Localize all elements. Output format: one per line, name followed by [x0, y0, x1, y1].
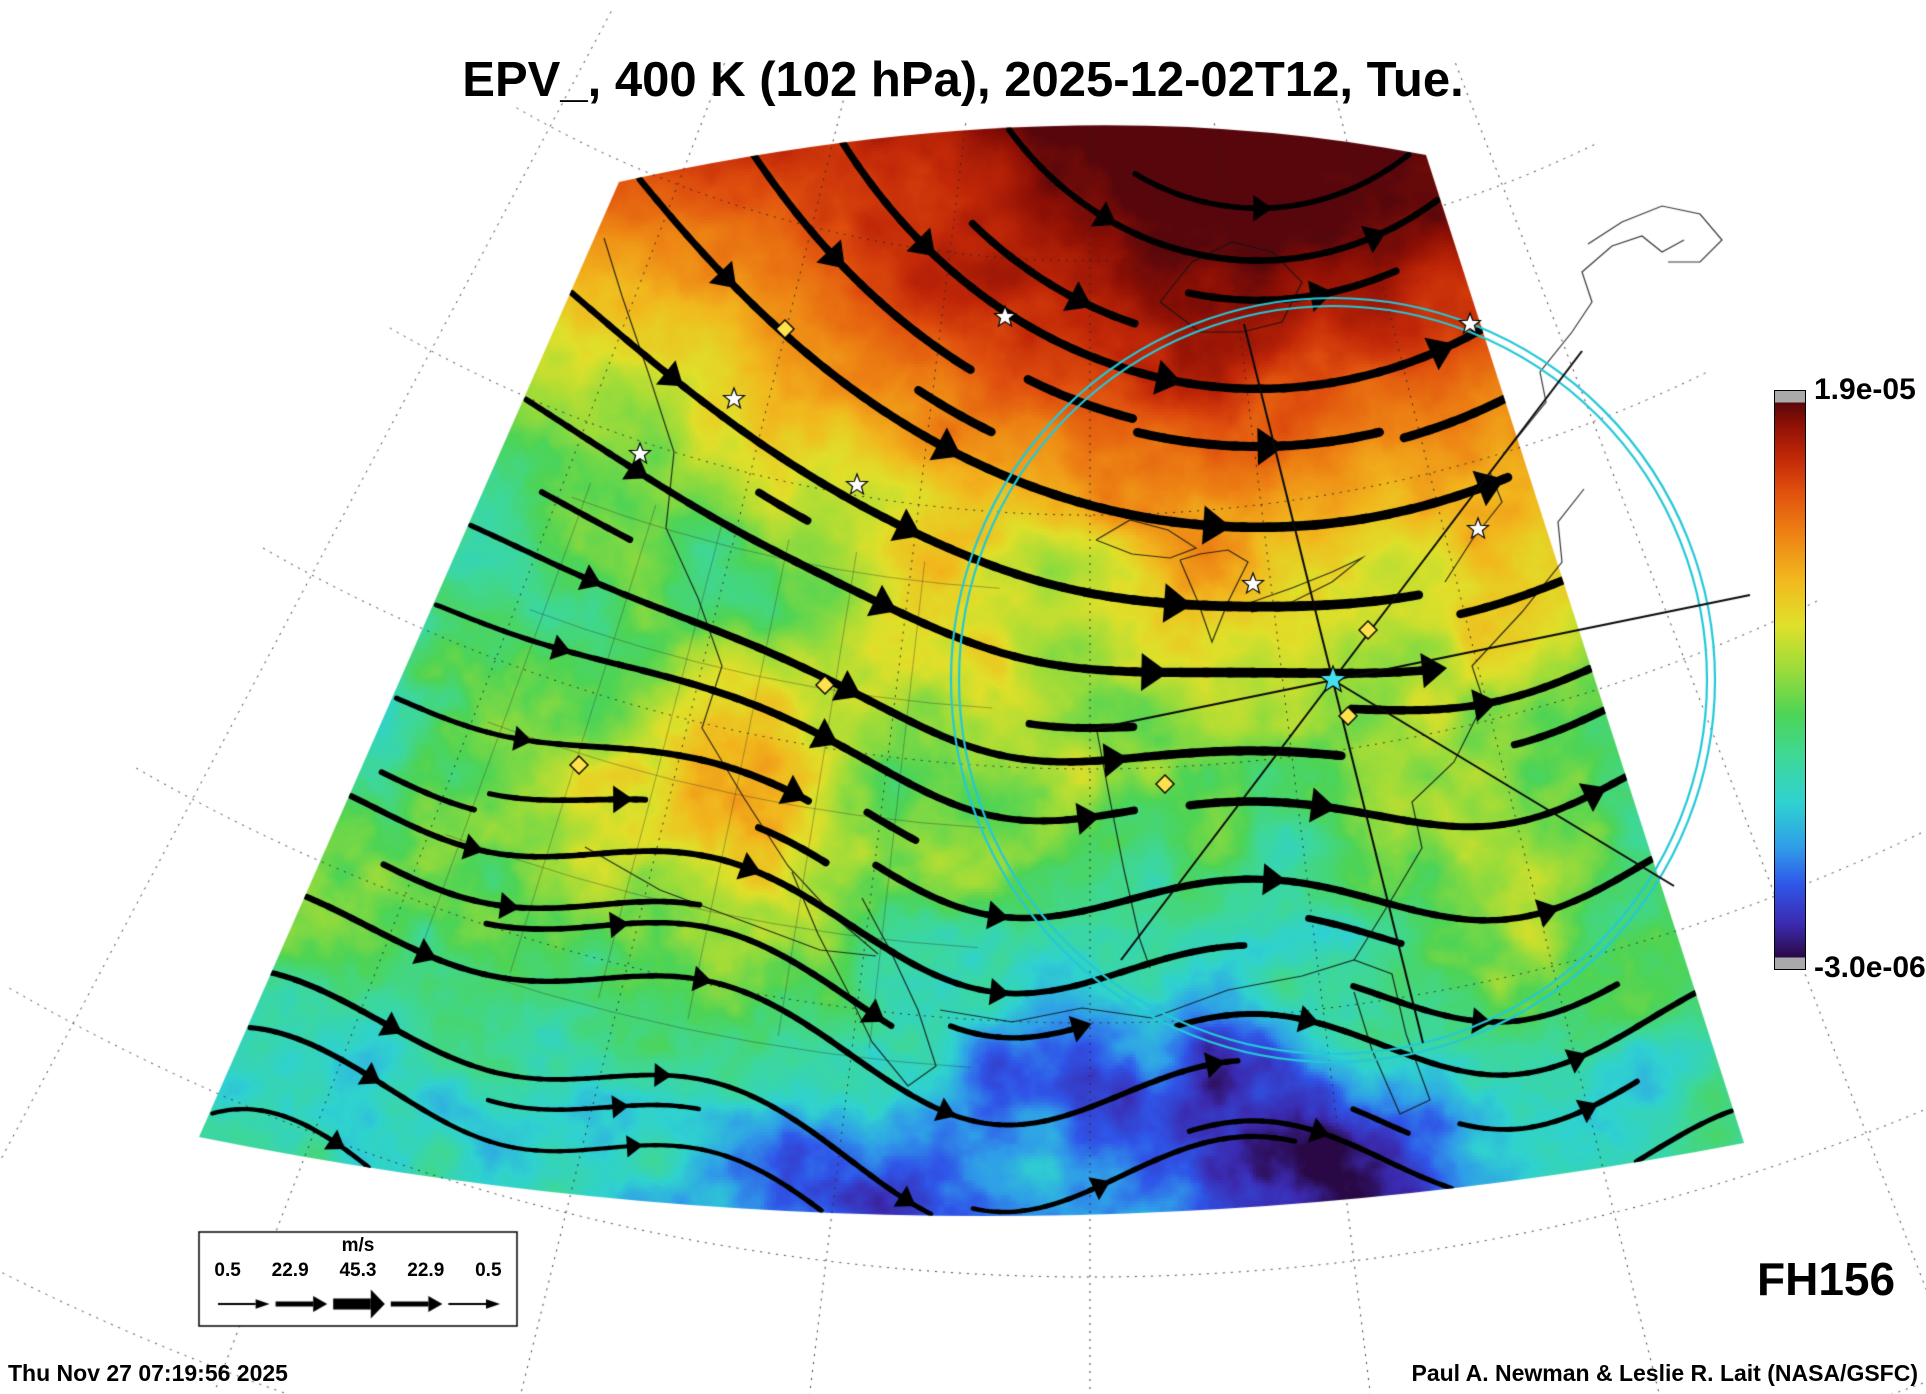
wind-speed-legend: m/s 0.5 22.9 45.3 22.9 0.5: [199, 1232, 517, 1326]
wind-speed-value: 22.9: [407, 1260, 445, 1281]
chart-title: EPV_, 400 K (102 hPa), 2025-12-02T12, Tu…: [462, 53, 1464, 107]
credit-line: Paul A. Newman & Leslie R. Lait (NASA/GS…: [1411, 1360, 1918, 1386]
wind-legend-units: m/s: [341, 1235, 375, 1256]
wind-speed-value: 22.9: [271, 1260, 309, 1281]
wind-speed-value: 0.5: [214, 1260, 241, 1281]
wind-speed-value: 45.3: [339, 1260, 377, 1281]
generation-timestamp: Thu Nov 27 07:19:56 2025: [8, 1360, 288, 1386]
forecast-hour-label: FH156: [1757, 1253, 1896, 1305]
colorbar-min-label: -3.0e-06: [1814, 951, 1926, 984]
wind-legend-values: 0.5 22.9 45.3 22.9 0.5: [199, 1260, 517, 1282]
colorbar-max-label: 1.9e-05: [1814, 373, 1916, 406]
colorbar-gradient: [1774, 390, 1806, 970]
wind-speed-value: 0.5: [475, 1260, 502, 1281]
